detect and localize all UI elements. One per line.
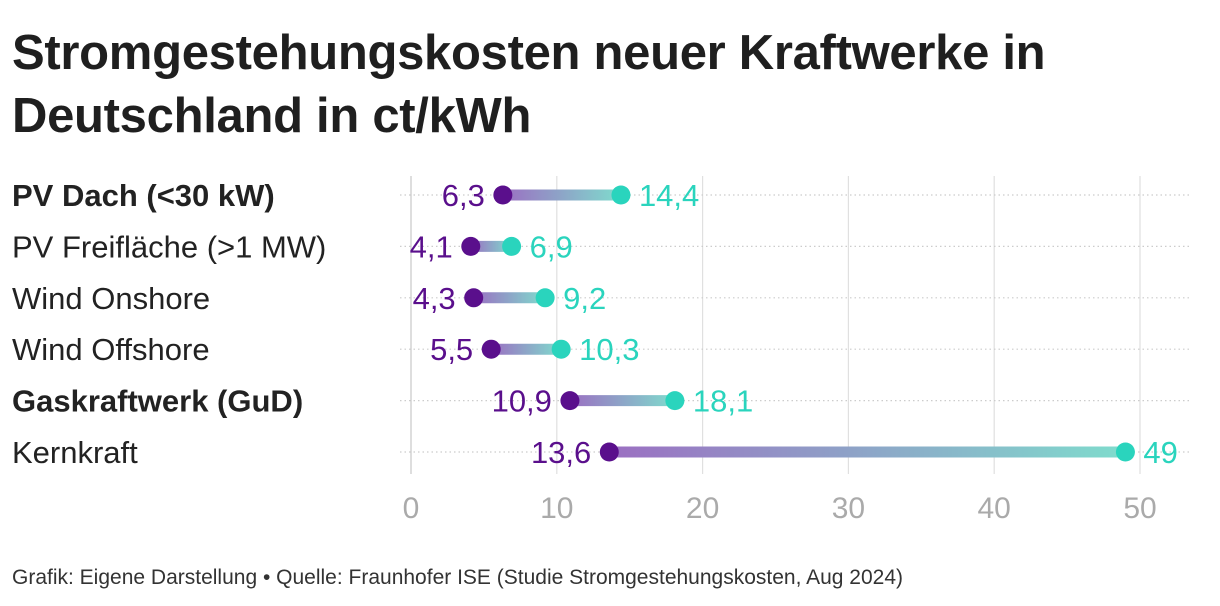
category-label: Kernkraft bbox=[12, 435, 138, 470]
category-label: PV Freifläche (>1 MW) bbox=[12, 229, 326, 264]
x-tick-label: 10 bbox=[540, 492, 573, 525]
low-value-point bbox=[481, 339, 501, 359]
low-value-point bbox=[461, 236, 481, 256]
low-value-label: 6,3 bbox=[442, 178, 485, 213]
high-value-point bbox=[665, 391, 685, 411]
high-value-label: 9,2 bbox=[563, 281, 606, 316]
low-value-point bbox=[464, 288, 484, 308]
high-value-point bbox=[535, 288, 555, 308]
high-value-point bbox=[1115, 442, 1135, 462]
source-footer: Grafik: Eigene Darstellung • Quelle: Fra… bbox=[12, 566, 904, 589]
low-value-label: 13,6 bbox=[531, 435, 591, 470]
x-tick-label: 30 bbox=[832, 492, 865, 525]
category-label: PV Dach (<30 kW) bbox=[12, 178, 275, 213]
low-value-label: 5,5 bbox=[430, 332, 473, 367]
x-tick-label: 0 bbox=[403, 492, 420, 525]
category-label: Wind Onshore bbox=[12, 281, 210, 316]
high-value-label: 14,4 bbox=[639, 178, 699, 213]
high-value-label: 6,9 bbox=[530, 229, 573, 264]
high-value-point bbox=[611, 185, 631, 205]
high-value-label: 49 bbox=[1143, 435, 1177, 470]
high-value-point bbox=[551, 339, 571, 359]
category-label: Gaskraftwerk (GuD) bbox=[12, 384, 303, 419]
low-value-point bbox=[560, 391, 580, 411]
x-tick-label: 50 bbox=[1123, 492, 1156, 525]
x-tick-label: 20 bbox=[686, 492, 719, 525]
low-value-label: 10,9 bbox=[492, 384, 552, 419]
low-value-label: 4,1 bbox=[410, 229, 453, 264]
high-value-label: 18,1 bbox=[693, 384, 753, 419]
low-value-point bbox=[599, 442, 619, 462]
low-value-label: 4,3 bbox=[413, 281, 456, 316]
chart-title: Stromgestehungskosten neuer Kraftwerke i… bbox=[12, 26, 1046, 143]
x-tick-label: 40 bbox=[978, 492, 1011, 525]
category-label: Wind Offshore bbox=[12, 332, 210, 367]
low-value-point bbox=[493, 185, 513, 205]
high-value-point bbox=[502, 236, 522, 256]
high-value-label: 10,3 bbox=[579, 332, 639, 367]
